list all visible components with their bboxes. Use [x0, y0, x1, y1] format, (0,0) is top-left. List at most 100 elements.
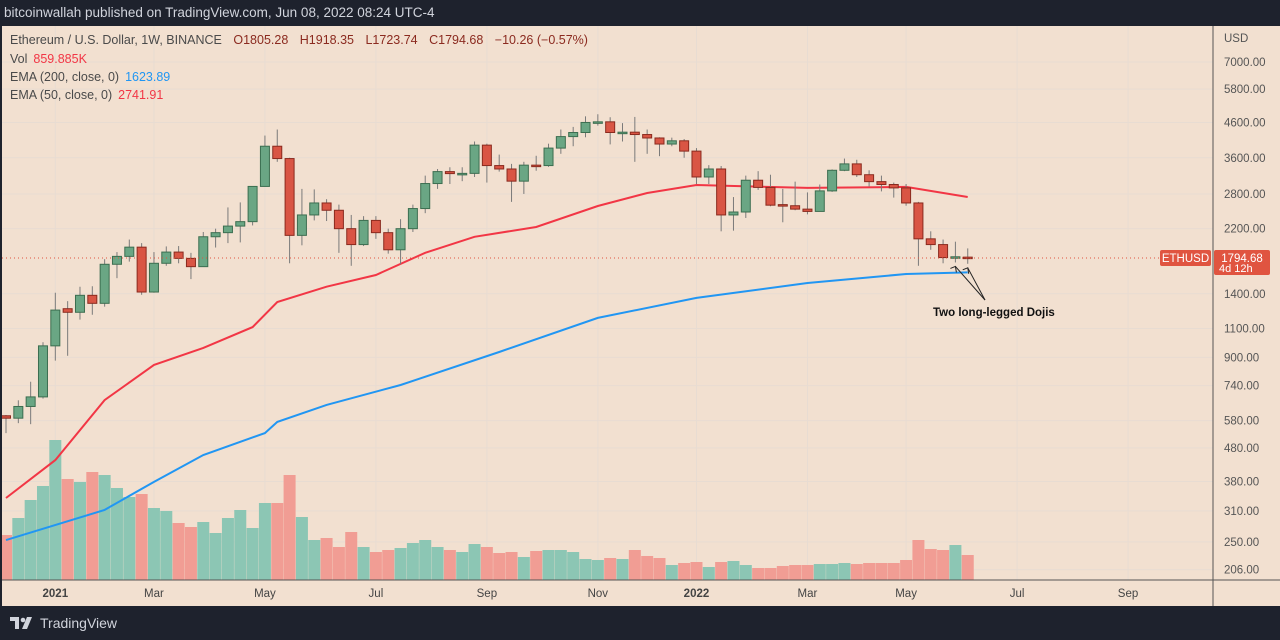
- last-price-badge: [1214, 249, 1270, 275]
- high-value: H1918.35: [299, 33, 354, 47]
- price-tick-label: 7000.00: [1224, 57, 1266, 69]
- candle-body: [198, 236, 209, 268]
- legend-ema200-row[interactable]: EMA (200, close, 0) 1623.89: [10, 70, 170, 84]
- price-tick-label: 5800.00: [1224, 84, 1266, 96]
- legend-symbol-row: Ethereum / U.S. Dollar, 1W, BINANCE O180…: [10, 33, 588, 47]
- volume-bar: [406, 542, 419, 580]
- candle-body: [580, 121, 591, 134]
- volume-bar: [0, 535, 12, 580]
- symbol-name: Ethereum / U.S. Dollar, 1W, BINANCE: [10, 33, 222, 47]
- candle-body: [765, 186, 776, 206]
- volume-bar: [653, 557, 666, 580]
- volume-bar: [900, 560, 913, 580]
- candle-body: [185, 257, 196, 268]
- ema200-label: EMA (200, close, 0): [10, 70, 120, 84]
- symbol-tag: [1160, 249, 1211, 266]
- volume-label: Vol: [10, 52, 28, 66]
- ema50-value: 2741.91: [118, 88, 164, 102]
- candle-body: [321, 202, 332, 211]
- time-tick-label: May: [895, 588, 917, 600]
- candle-body: [457, 172, 468, 176]
- volume-bar: [776, 565, 789, 580]
- price-tick-label: 206.00: [1224, 565, 1259, 577]
- candle-body: [124, 246, 135, 257]
- candle-body: [851, 163, 862, 176]
- ema200-line: [5, 271, 968, 542]
- candle-body: [481, 144, 492, 167]
- candle-body: [25, 396, 36, 407]
- candle-body: [469, 144, 480, 174]
- volume-bar: [443, 550, 456, 580]
- candle-body: [901, 187, 912, 204]
- volume-bar: [517, 557, 530, 580]
- legend-volume-row[interactable]: Vol 859.885K: [10, 52, 87, 66]
- price-tick-label: 3600.00: [1224, 153, 1266, 165]
- annotation-arrow: [955, 266, 986, 301]
- volume-bar: [801, 565, 814, 580]
- volume-bar: [616, 559, 629, 580]
- time-tick-label: Mar: [798, 588, 818, 600]
- candle-body: [259, 145, 270, 187]
- volume-bar: [875, 562, 888, 580]
- candle-body: [592, 121, 603, 124]
- time-tick-label: Sep: [477, 588, 497, 600]
- candle-body: [148, 262, 159, 293]
- candle-body: [222, 225, 233, 234]
- grid: [2, 26, 1213, 580]
- candle-body: [790, 205, 801, 210]
- volume-bar: [665, 565, 678, 580]
- candle-body: [284, 158, 295, 236]
- volume-bar: [345, 532, 358, 580]
- volume-bar: [554, 550, 567, 580]
- price-tick-label: 900.00: [1224, 352, 1259, 364]
- legend-ema50-row[interactable]: EMA (50, close, 0) 2741.91: [10, 88, 163, 102]
- volume-bar: [887, 562, 900, 580]
- volume-bar: [86, 472, 99, 580]
- brand-name: TradingView: [40, 615, 118, 631]
- volume-bar: [24, 500, 37, 580]
- candle-body: [370, 219, 381, 234]
- symbol-tag-label: ETHUSD: [1162, 253, 1209, 265]
- candle-body: [629, 131, 640, 136]
- volume-bar: [221, 517, 234, 580]
- volume-bar: [184, 527, 197, 580]
- candle-body: [247, 185, 258, 223]
- volume-bar: [12, 517, 25, 580]
- close-value: C1794.68: [429, 33, 484, 47]
- volume-bar: [924, 549, 937, 580]
- candle-body: [383, 232, 394, 251]
- volume-bar: [480, 547, 493, 580]
- price-tick-label: 580.00: [1224, 416, 1259, 428]
- volume-bar: [690, 562, 703, 580]
- volume-bar: [530, 550, 543, 580]
- chart-area[interactable]: ETHUSD 1794.68 4d 12h Two long-legged Dojis…: [0, 26, 1280, 606]
- arrow-head-icon: [950, 265, 957, 273]
- candle-body: [518, 164, 529, 182]
- annotation-text: Two long-legged Dojis: [933, 307, 1055, 319]
- candle-body: [654, 137, 665, 145]
- volume-bar: [937, 550, 950, 580]
- volume-bar: [308, 540, 321, 580]
- time-tick-label: May: [254, 588, 276, 600]
- candle-body: [753, 179, 764, 188]
- price-tick-label: 4600.00: [1224, 117, 1266, 129]
- volume-bar: [752, 567, 765, 580]
- volume-bar: [98, 475, 111, 580]
- candle-body: [864, 174, 875, 183]
- candle-body: [37, 345, 48, 398]
- volume-bar: [147, 507, 160, 580]
- candle-body: [62, 308, 73, 313]
- volume-bar: [197, 522, 210, 580]
- volume-bar: [283, 475, 296, 580]
- change-value: −10.26 (−0.57%): [494, 33, 588, 47]
- candle-body: [888, 183, 899, 189]
- candle-body: [938, 244, 949, 259]
- time-axis: 2021 Mar May Jul Sep Nov 2022 Mar May Jul Sep: [2, 579, 1280, 600]
- tradingview-logo[interactable]: TradingView: [10, 615, 117, 631]
- candle-body: [925, 238, 936, 246]
- candle-body: [87, 294, 98, 304]
- volume-bar: [258, 502, 271, 580]
- open-value: O1805.28: [233, 33, 289, 47]
